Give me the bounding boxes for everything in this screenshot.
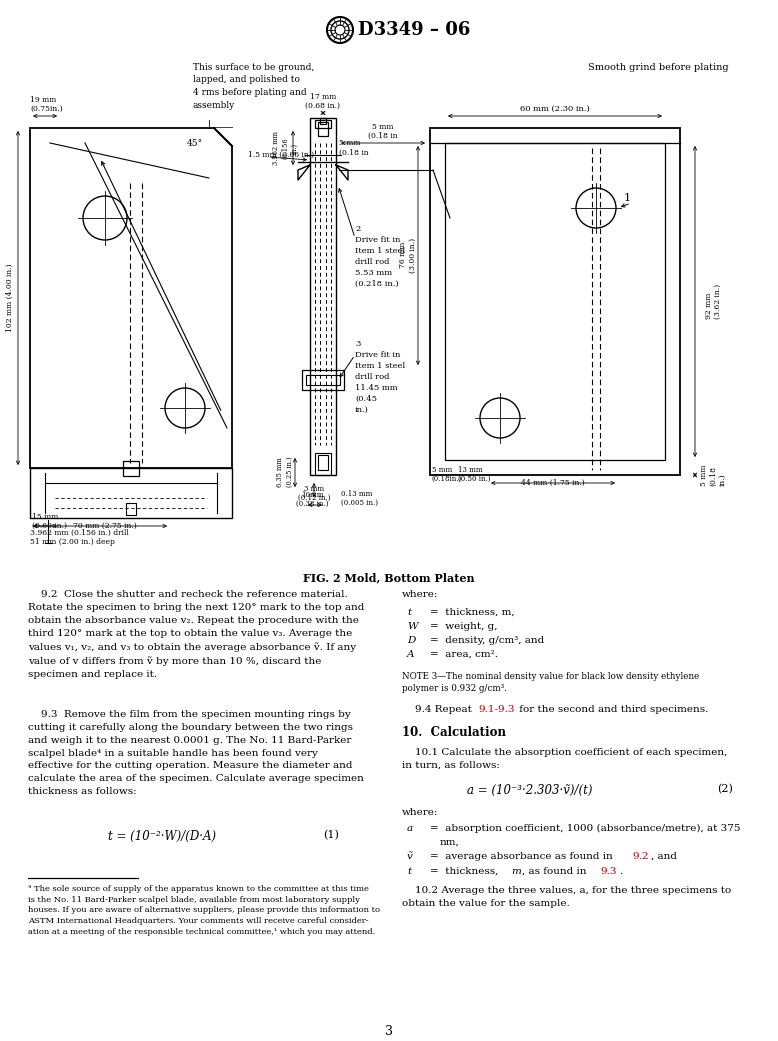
Text: 60 mm (2.30 in.): 60 mm (2.30 in.) [520,105,590,113]
Text: a: a [407,824,413,833]
Text: 5 mm
(0.18 in: 5 mm (0.18 in [368,123,398,139]
Text: 1: 1 [624,193,631,203]
Text: 10mm
(0.38 in.): 10mm (0.38 in.) [296,490,328,508]
Text: 9.3  Remove the film from the specimen mounting rings by
cutting it carefully al: 9.3 Remove the film from the specimen mo… [28,710,364,796]
Text: 3
Drive fit in
Item 1 steel
drill rod
11.45 mm
(0.45
in.): 3 Drive fit in Item 1 steel drill rod 11… [355,340,405,414]
Text: 3.962 mm (0.156 in.) drill
51 mm (2.00 in.) deep: 3.962 mm (0.156 in.) drill 51 mm (2.00 i… [30,529,128,545]
Text: where:: where: [402,590,438,599]
Polygon shape [214,128,232,146]
Text: 13 mm
(0.50 in.): 13 mm (0.50 in.) [458,465,490,483]
Text: (2): (2) [717,784,733,794]
Bar [126,503,136,515]
Bar [123,461,139,476]
Text: 3: 3 [385,1025,393,1038]
Text: =  density, g/cm³, and: = density, g/cm³, and [430,636,545,645]
Text: a = (10⁻³·2.303·ṽ)/(t): a = (10⁻³·2.303·ṽ)/(t) [467,784,593,797]
Text: 9.2: 9.2 [632,852,649,861]
Text: 5 mm
(0.18
in.): 5 mm (0.18 in.) [700,464,727,486]
Text: 6.35 mm
(0.25 in.): 6.35 mm (0.25 in.) [276,457,293,487]
Text: D3349 – 06: D3349 – 06 [358,21,471,39]
Text: .: . [619,867,622,875]
Bar [30,128,232,468]
Text: 17 mm
(0.68 in.): 17 mm (0.68 in.) [306,93,341,110]
Text: , as found in: , as found in [522,867,590,875]
Text: =  absorption coefficient, 1000 (absorbance/metre), at 375: = absorption coefficient, 1000 (absorban… [430,824,741,833]
Text: 19 mm
(0.75in.): 19 mm (0.75in.) [30,96,62,113]
Text: 3.962 mm
(0.156
in.): 3.962 mm (0.156 in.) [272,131,298,166]
Text: where:: where: [402,808,438,817]
Text: for the second and third specimens.: for the second and third specimens. [516,705,709,714]
Text: W: W [407,623,418,631]
Text: 3 mm
(0.12 in.): 3 mm (0.12 in.) [298,485,330,502]
Bar [318,122,328,136]
Text: =  area, cm².: = area, cm². [430,650,498,659]
Bar [306,375,340,385]
Text: 0.13 mm
(0.005 in.): 0.13 mm (0.005 in.) [341,490,378,507]
Bar [318,455,328,469]
Text: NOTE 3—The nominal density value for black low density ethylene
polymer is 0.932: NOTE 3—The nominal density value for bla… [402,672,699,693]
Text: (1): (1) [323,830,339,840]
Text: D: D [407,636,415,645]
Text: =  average absorbance as found in: = average absorbance as found in [430,852,616,861]
Bar [310,118,336,475]
Text: 1.5 mm (0.06 in.): 1.5 mm (0.06 in.) [248,151,314,159]
Text: =  thickness, m,: = thickness, m, [430,608,514,617]
Text: m: m [511,867,521,875]
Text: 76 mm
(3.00 in.): 76 mm (3.00 in.) [399,237,416,273]
Text: 92 mm
(3.62 in.): 92 mm (3.62 in.) [705,283,722,319]
Text: =  weight, g,: = weight, g, [430,623,497,631]
Bar [315,120,331,128]
Bar [315,453,331,475]
Text: ṽ: ṽ [407,852,413,861]
Text: 10.1 Calculate the absorption coefficient of each specimen,
in turn, as follows:: 10.1 Calculate the absorption coefficien… [402,748,727,770]
Text: 102 mm (4.00 in.): 102 mm (4.00 in.) [6,263,14,332]
Text: FIG. 2 Mold, Bottom Platen: FIG. 2 Mold, Bottom Platen [303,572,475,583]
Text: 5 mm
(0.18 in: 5 mm (0.18 in [339,139,369,156]
Text: 10.2 Average the three values, a, for the three specimens to
obtain the value fo: 10.2 Average the three values, a, for th… [402,886,731,908]
Text: 2
Drive fit in
Item 1 steel
drill rod
5.53 mm
(0.218 in.): 2 Drive fit in Item 1 steel drill rod 5.… [355,225,405,288]
Text: A: A [407,650,415,659]
Bar [445,143,665,460]
Text: 44 mm (1.75 in.): 44 mm (1.75 in.) [521,479,585,487]
Text: nm,: nm, [440,838,460,847]
Text: Smooth grind before plating: Smooth grind before plating [588,64,729,72]
Text: 10.  Calculation: 10. Calculation [402,726,506,739]
Bar [320,118,326,124]
Text: 9.2  Close the shutter and recheck the reference material.
Rotate the specimen t: 9.2 Close the shutter and recheck the re… [28,590,364,679]
Text: , and: , and [651,852,677,861]
Text: This surface to be ground,
lapped, and polished to
4 rms before plating and
asse: This surface to be ground, lapped, and p… [193,64,314,109]
Text: 9.4 Repeat: 9.4 Repeat [402,705,475,714]
Text: t = (10⁻²·W)/(D·A): t = (10⁻²·W)/(D·A) [108,830,216,843]
Text: 9.1-9.3: 9.1-9.3 [478,705,514,714]
Text: =  thickness,: = thickness, [430,867,502,875]
Text: t: t [407,867,411,875]
Text: 70 mm (2.75 in.): 70 mm (2.75 in.) [73,522,137,530]
Text: 45°: 45° [187,138,203,148]
Text: 15 mm
(0.60 in.): 15 mm (0.60 in.) [32,513,67,530]
Bar [430,128,680,475]
Text: 5 mm
(0.18in.): 5 mm (0.18in.) [432,465,462,483]
Bar [30,468,232,518]
Text: ⁴ The sole source of supply of the apparatus known to the committee at this time: ⁴ The sole source of supply of the appar… [28,885,380,936]
Bar [302,370,344,390]
Text: t: t [407,608,411,617]
Text: 9.3: 9.3 [600,867,616,875]
